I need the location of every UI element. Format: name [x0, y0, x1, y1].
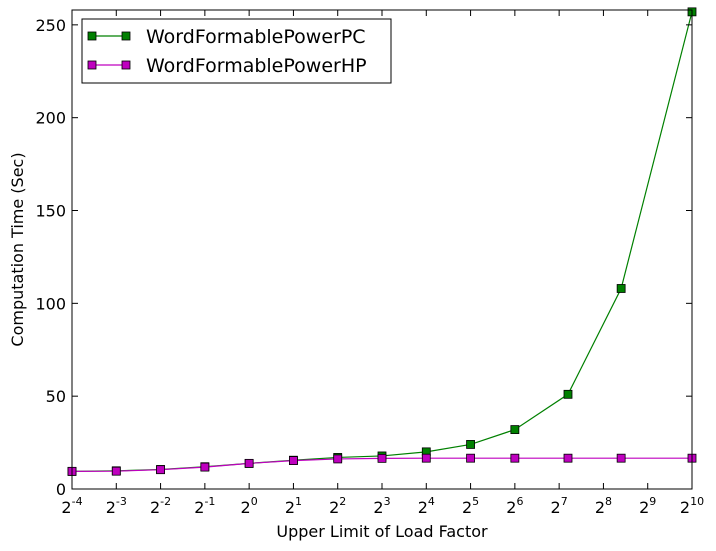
legend-marker — [121, 31, 131, 41]
data-point — [333, 454, 343, 464]
data-point — [421, 453, 431, 463]
x-tick-label: 29 — [639, 495, 656, 517]
legend-marker — [121, 60, 131, 70]
x-tick-label: 28 — [595, 495, 612, 517]
series-WordFormablePowerHP — [67, 453, 697, 476]
y-tick-label: 0 — [56, 480, 66, 499]
y-axis-label: Computation Time (Sec) — [8, 152, 27, 346]
legend-box — [81, 18, 392, 84]
y-tick-label: 50 — [46, 387, 66, 406]
x-tick-label: 21 — [285, 495, 302, 517]
data-point — [156, 465, 165, 475]
y-tick-label: 200 — [35, 109, 66, 128]
x-tick-label: 24 — [418, 495, 435, 517]
data-point — [200, 462, 210, 472]
data-point — [377, 453, 387, 463]
x-tick-label: 26 — [506, 495, 523, 517]
x-tick-label: 27 — [551, 495, 568, 517]
x-tick-label: 2-1 — [194, 495, 215, 517]
series-line — [71, 457, 692, 472]
data-point — [563, 389, 573, 399]
legend-marker — [87, 31, 97, 41]
x-tick-label: 2-4 — [61, 495, 82, 517]
legend-item: WordFormablePowerHP — [87, 55, 367, 77]
x-tick-label: 20 — [241, 495, 258, 517]
data-point — [466, 440, 475, 449]
series-layer — [67, 7, 697, 476]
x-tick-label: 2-3 — [106, 495, 127, 517]
y-tick-label: 150 — [35, 202, 66, 221]
data-point — [244, 458, 254, 468]
x-tick-label: 22 — [329, 495, 346, 517]
data-point — [289, 456, 298, 465]
data-point — [510, 425, 520, 434]
y-tick-label: 250 — [35, 16, 66, 35]
legend-marker — [87, 60, 97, 70]
data-point — [563, 453, 573, 463]
x-axis-label: Upper Limit of Load Factor — [276, 522, 488, 541]
legend-label: WordFormablePowerPC — [146, 26, 366, 48]
data-point — [111, 466, 121, 476]
y-tick-label: 100 — [35, 294, 66, 313]
data-point — [510, 453, 520, 463]
x-tick-label: 210 — [680, 495, 704, 517]
legend: WordFormablePowerPC WordFormablePowerHP — [81, 18, 392, 84]
x-tick-label: 2-2 — [150, 495, 171, 517]
x-tick-label: 25 — [462, 495, 479, 517]
legend-item: WordFormablePowerPC — [87, 26, 366, 48]
x-tick-label: 23 — [373, 495, 390, 517]
data-point — [466, 453, 475, 463]
data-point — [616, 453, 626, 463]
legend-label: WordFormablePowerHP — [146, 55, 367, 77]
axis-ticks: 0 50 100 150 200 250 2-4 2-3 2-2 2-1 20 21 22 23 24 25 2… — [35, 10, 704, 517]
data-point — [616, 284, 626, 293]
